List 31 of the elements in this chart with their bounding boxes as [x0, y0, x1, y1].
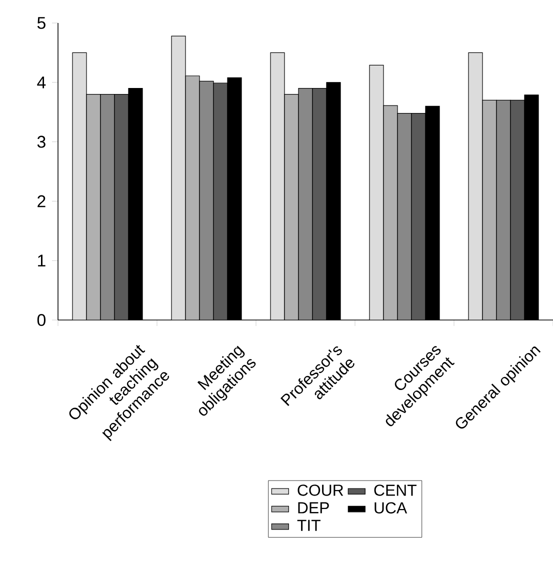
bar: [298, 88, 313, 320]
bar: [100, 94, 115, 320]
legend-label: COUR: [298, 484, 344, 496]
bar: [383, 105, 398, 320]
bar: [510, 100, 525, 320]
legend-label: UCA: [374, 502, 408, 514]
y-tick-label: 4: [37, 76, 46, 88]
bar: [72, 52, 87, 320]
y-tick-label: 3: [37, 136, 46, 148]
bar: [312, 88, 327, 320]
bar: [482, 100, 497, 320]
legend-label: CENT: [374, 484, 416, 496]
bar: [468, 52, 483, 320]
bar: [171, 36, 186, 320]
bar: [369, 64, 384, 320]
bar: [213, 82, 228, 320]
bar: [411, 112, 426, 320]
bar: [397, 112, 412, 320]
bar: [270, 52, 285, 320]
legend-label: TIT: [297, 520, 320, 531]
legend-label: DEP: [298, 502, 329, 514]
bar: [496, 100, 511, 320]
bar: [199, 80, 214, 320]
y-tick-label: 2: [38, 195, 46, 208]
y-tick-label: 1: [38, 254, 46, 266]
y-tick-label: 5: [37, 17, 46, 29]
bar: [185, 76, 200, 320]
y-tick-label: 0: [37, 314, 46, 326]
bar: [284, 94, 299, 320]
bar: [86, 94, 101, 320]
bar: [114, 94, 129, 320]
